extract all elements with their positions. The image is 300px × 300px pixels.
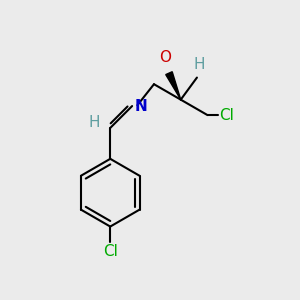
Polygon shape bbox=[166, 72, 181, 100]
Text: Cl: Cl bbox=[219, 108, 234, 123]
Text: H: H bbox=[88, 115, 100, 130]
Text: O: O bbox=[159, 50, 171, 65]
Text: Cl: Cl bbox=[103, 244, 118, 259]
Text: H: H bbox=[194, 57, 205, 72]
Text: N: N bbox=[134, 99, 147, 114]
